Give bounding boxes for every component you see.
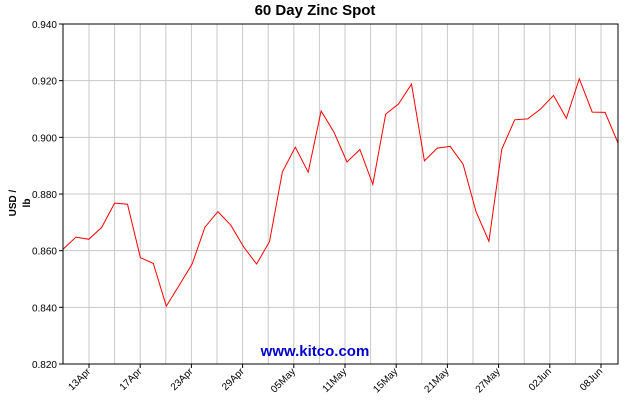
watermark-link[interactable]: www.kitco.com — [260, 343, 370, 360]
x-tick-label: 05May — [269, 366, 298, 395]
x-tick-label: 21May — [423, 366, 452, 395]
x-tick-label: 23Apr — [169, 366, 196, 393]
chart-title: 60 Day Zinc Spot — [254, 2, 376, 19]
x-tick-label: 13Apr — [66, 366, 93, 393]
y-tick-label: 0.860 — [32, 247, 57, 258]
x-tick-label: 29Apr — [220, 366, 247, 393]
x-tick-label: 02Jun — [527, 366, 554, 393]
y-tick-label: 0.820 — [32, 360, 57, 371]
x-tick-label: 17Apr — [118, 366, 145, 393]
y-tick-label: 0.880 — [32, 190, 57, 201]
plot-frame — [62, 23, 619, 365]
x-tick-label: 15May — [371, 366, 400, 395]
y-tick-label: 0.940 — [32, 20, 57, 31]
x-tick-label: 08Jun — [578, 366, 605, 393]
x-tick-label: 11May — [321, 366, 349, 394]
series-line-zinc — [62, 77, 619, 308]
x-tick-label: 27May — [474, 366, 503, 395]
y-tick-label: 0.840 — [32, 303, 57, 314]
y-tick-label: 0.920 — [32, 77, 57, 88]
y-tick-label: 0.900 — [32, 133, 57, 144]
